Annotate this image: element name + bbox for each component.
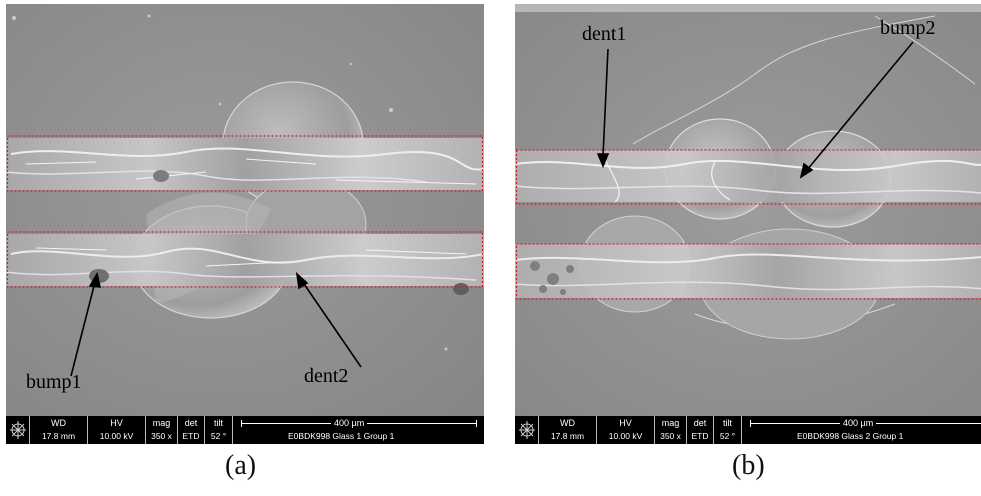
sample-label: E0BDK998 Glass 1 Group 1 [288,431,395,441]
sem-info-bar-b: WD 17.8 mm HV 10.00 kV mag 350 x det ETD… [515,416,981,444]
sem-info-bar-a: WD 17.8 mm HV 10.00 kV mag 350 x det ETD… [6,416,484,444]
annotation-bump2: bump2 [880,17,936,39]
det-cell: det ETD [687,416,714,444]
scratch-groove-upper-a [6,138,484,190]
sample-label: E0BDK998 Glass 2 Group 1 [797,431,904,441]
sem-micrograph-a [6,4,484,416]
sem-panel-b: dent1 bump2 WD 17.8 mm HV 10.00 kV mag 3… [515,4,981,444]
tilt-cell: tilt 52 ° [714,416,742,444]
sem-micrograph-b [515,4,981,416]
fei-logo-icon [515,416,539,444]
fei-logo-icon [6,416,30,444]
hv-cell: HV 10.00 kV [88,416,146,444]
scratch-groove-lower-b [515,244,981,298]
scale-label: 400 µm [840,418,877,428]
arrow-bump2 [806,41,914,171]
arrow-dent2 [301,280,362,368]
scale-cell: 400 µm E0BDK998 Glass 2 Group 1 [742,416,981,444]
scale-label: 400 µm [331,418,368,428]
caption-b: (b) [732,450,765,481]
det-cell: det ETD [178,416,205,444]
groove-box-lower-a [6,231,484,288]
arrow-bump1 [70,281,96,377]
sem-panel-a: bump1 dent2 WD 17.8 mm HV 10.00 kV mag 3… [6,4,484,444]
groove-box-upper-b [515,149,981,205]
tilt-cell: tilt 52 ° [205,416,233,444]
mag-cell: mag 350 x [146,416,178,444]
scratch-groove-upper-b [515,150,981,203]
annotation-dent2: dent2 [304,365,349,387]
wd-cell: WD 17.8 mm [539,416,597,444]
wd-cell: WD 17.8 mm [30,416,88,444]
scale-cell: 400 µm E0BDK998 Glass 1 Group 1 [233,416,484,444]
caption-a: (a) [225,450,257,481]
mag-cell: mag 350 x [655,416,687,444]
annotation-dent1: dent1 [582,23,627,45]
groove-box-lower-b [515,243,981,300]
scratch-groove-lower-a [6,234,484,295]
hv-cell: HV 10.00 kV [597,416,655,444]
annotation-bump1: bump1 [26,371,82,393]
arrow-dent1 [602,48,609,157]
groove-box-upper-a [6,135,484,192]
